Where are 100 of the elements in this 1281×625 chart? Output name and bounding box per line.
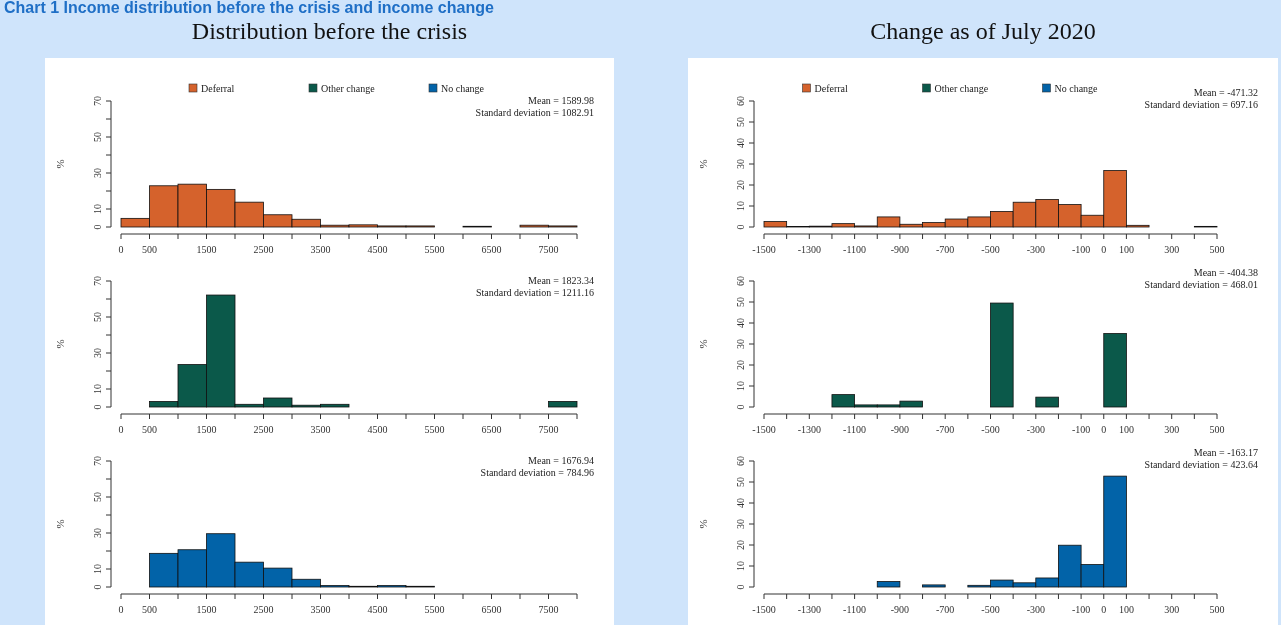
y-axis-title: % — [54, 159, 66, 169]
x-tick-label: 0 — [118, 604, 124, 615]
x-tick-label: 300 — [1164, 604, 1180, 615]
y-tick-label: 0 — [735, 404, 746, 410]
y-tick-label: 10 — [92, 204, 103, 214]
y-tick-label: 50 — [735, 477, 746, 487]
x-tick-label: 500 — [1209, 244, 1225, 255]
annotation: Mean = 1676.94 — [528, 455, 594, 466]
y-tick-label: 20 — [735, 180, 746, 190]
x-tick-label: 0 — [1101, 604, 1107, 615]
x-tick-label: -1500 — [752, 604, 776, 615]
y-tick-label: 30 — [92, 168, 103, 178]
y-tick-label: 60 — [735, 276, 746, 286]
annotation: Standard deviation = 1082.91 — [475, 107, 594, 118]
y-tick-label: 50 — [92, 312, 103, 322]
y-tick-label: 40 — [735, 318, 746, 328]
y-tick-label: 0 — [92, 404, 103, 410]
y-tick-label: 70 — [92, 276, 103, 286]
annotation: Standard deviation = 784.96 — [480, 467, 594, 478]
annotation: Standard deviation = 697.16 — [1144, 99, 1258, 110]
text: Other change — [934, 83, 989, 94]
x-tick-label: 100 — [1118, 424, 1134, 435]
chart-title: Chart 1 Income distribution before the crisis and income change — [4, 0, 494, 16]
y-axis-title: % — [697, 159, 709, 169]
x-tick-label: -100 — [1071, 424, 1091, 435]
x-tick-label: 500 — [142, 604, 157, 615]
y-tick-label: 50 — [92, 132, 103, 142]
x-tick-label: 300 — [1164, 424, 1180, 435]
x-tick-label: 0 — [1101, 244, 1107, 255]
y-tick-label: 0 — [735, 224, 746, 230]
x-tick-label: -1100 — [843, 244, 867, 255]
x-tick-label: -1500 — [752, 424, 776, 435]
x-tick-label: 3500 — [310, 424, 331, 435]
x-tick-label: -300 — [1026, 424, 1045, 435]
x-tick-label: 0 — [118, 424, 124, 435]
y-tick-label: 50 — [92, 492, 103, 502]
x-tick-label: 500 — [142, 424, 157, 435]
x-tick-label: -1300 — [797, 604, 821, 615]
x-tick-label: -1500 — [752, 244, 776, 255]
legend-label: Deferral — [201, 83, 235, 94]
y-tick-label: 10 — [92, 384, 103, 394]
x-tick-label: 6500 — [481, 244, 502, 255]
y-tick-label: 60 — [735, 456, 746, 466]
y-tick-label: 30 — [735, 519, 746, 529]
chart-subtitle: Distribution before the crisis — [191, 18, 468, 44]
y-tick-label: 50 — [735, 297, 746, 307]
y-tick-label: 30 — [92, 348, 103, 358]
x-tick-label: 100 — [1118, 244, 1134, 255]
x-tick-label: -1100 — [843, 424, 867, 435]
x-tick-label: -1100 — [843, 604, 867, 615]
x-tick-label: -700 — [936, 244, 955, 255]
x-tick-label: -300 — [1026, 604, 1045, 615]
y-tick-label: 70 — [92, 456, 103, 466]
y-axis-title: % — [54, 519, 66, 529]
x-tick-label: 4500 — [367, 424, 388, 435]
y-axis-title: % — [54, 339, 66, 349]
y-tick-label: 10 — [92, 564, 103, 574]
x-tick-label: -300 — [1026, 244, 1045, 255]
x-tick-label: 6500 — [481, 424, 502, 435]
annotation: Standard deviation = 468.01 — [1144, 279, 1258, 290]
text: No change — [441, 83, 485, 94]
text: Mean = -471.32 — [1193, 87, 1258, 98]
x-tick-label: -700 — [936, 604, 955, 615]
x-tick-label: 7500 — [538, 424, 559, 435]
x-tick-label: 4500 — [367, 604, 388, 615]
x-tick-label: 2500 — [253, 604, 274, 615]
y-tick-label: 20 — [735, 540, 746, 550]
y-tick-label: 50 — [735, 117, 746, 127]
x-tick-label: 500 — [142, 244, 157, 255]
y-axis-title: % — [697, 339, 709, 349]
x-tick-label: -1300 — [797, 424, 821, 435]
x-tick-label: -1300 — [797, 244, 821, 255]
x-tick-label: 2500 — [253, 244, 274, 255]
x-tick-label: 7500 — [538, 244, 559, 255]
x-tick-label: -500 — [981, 424, 1000, 435]
y-tick-label: 10 — [735, 381, 746, 391]
x-tick-label: 500 — [1209, 604, 1225, 615]
x-tick-label: 3500 — [310, 604, 331, 615]
x-tick-label: 5500 — [424, 604, 445, 615]
y-tick-label: 10 — [735, 201, 746, 211]
y-tick-label: 40 — [735, 498, 746, 508]
x-tick-label: -900 — [890, 604, 910, 615]
x-tick-label: 6500 — [481, 604, 502, 615]
annotation: Mean = 1823.34 — [528, 275, 594, 286]
y-tick-label: 40 — [735, 138, 746, 148]
y-tick-label: 30 — [735, 159, 746, 169]
x-tick-label: 300 — [1164, 244, 1180, 255]
text: Other change — [321, 83, 375, 94]
y-tick-label: 60 — [735, 96, 746, 106]
x-tick-label: 7500 — [538, 604, 559, 615]
x-tick-label: 3500 — [310, 244, 331, 255]
x-tick-label: 100 — [1118, 604, 1134, 615]
x-tick-label: 1500 — [196, 424, 217, 435]
x-tick-label: -900 — [890, 244, 910, 255]
y-tick-label: 70 — [92, 96, 103, 106]
annotation: Mean = 1589.98 — [528, 95, 594, 106]
legend-label: Deferral — [814, 83, 849, 94]
chart-subtitle: Change as of July 2020 — [870, 18, 1096, 44]
y-tick-label: 0 — [735, 584, 746, 590]
y-tick-label: 10 — [735, 561, 746, 571]
